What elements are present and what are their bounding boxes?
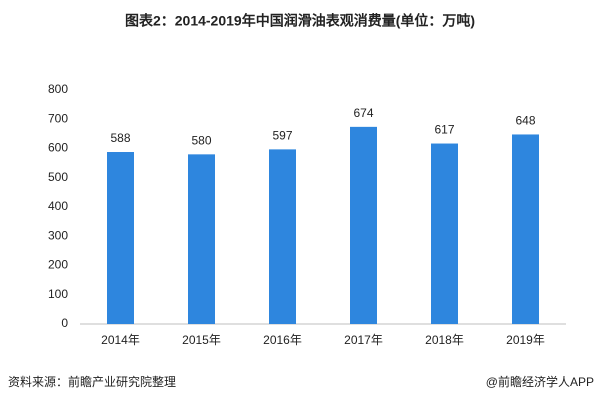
x-tick-label: 2018年 xyxy=(425,333,464,347)
x-tick-label: 2016年 xyxy=(263,333,302,347)
x-tick-label: 2017年 xyxy=(344,333,383,347)
chart-title: 图表2：2014-2019年中国润滑油表观消费量(单位：万吨) xyxy=(125,13,475,29)
data-label: 648 xyxy=(515,114,535,128)
data-label: 588 xyxy=(110,131,130,145)
data-label: 580 xyxy=(191,134,211,148)
data-label: 617 xyxy=(434,123,454,137)
y-tick-label: 800 xyxy=(48,82,68,96)
bar xyxy=(188,154,215,324)
y-tick-label: 700 xyxy=(48,111,68,125)
y-tick-label: 400 xyxy=(48,199,68,213)
bar xyxy=(512,134,539,324)
y-tick-label: 300 xyxy=(48,228,68,242)
x-tick-label: 2015年 xyxy=(182,333,221,347)
data-label: 674 xyxy=(353,106,373,120)
y-tick-label: 200 xyxy=(48,258,68,272)
bar xyxy=(431,143,458,324)
source-note: 资料来源：前瞻产业研究院整理 xyxy=(8,374,176,389)
x-tick-label: 2014年 xyxy=(101,333,140,347)
y-tick-label: 100 xyxy=(48,287,68,301)
x-tick-label: 2019年 xyxy=(506,333,545,347)
credit: @前瞻经济学人APP xyxy=(486,374,594,389)
bar xyxy=(269,149,296,324)
y-tick-label: 500 xyxy=(48,170,68,184)
bar xyxy=(350,126,377,324)
data-label: 597 xyxy=(272,129,292,143)
y-tick-label: 600 xyxy=(48,141,68,155)
y-tick-label: 0 xyxy=(61,316,68,330)
bar xyxy=(107,152,134,324)
